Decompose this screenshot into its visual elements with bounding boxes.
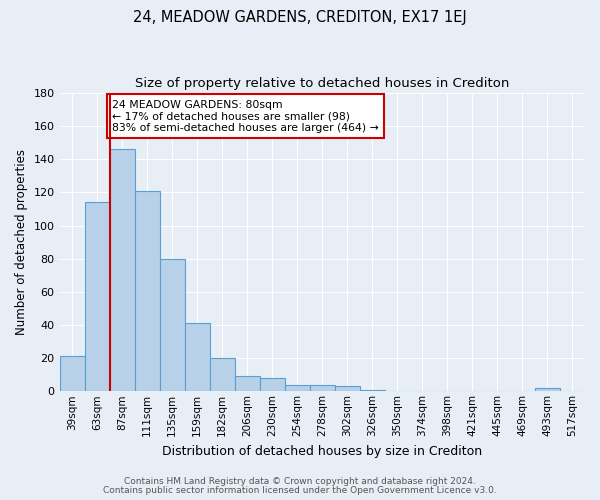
Bar bbox=[285, 384, 310, 392]
Bar bbox=[160, 258, 185, 392]
X-axis label: Distribution of detached houses by size in Crediton: Distribution of detached houses by size … bbox=[162, 444, 482, 458]
Text: Contains public sector information licensed under the Open Government Licence v3: Contains public sector information licen… bbox=[103, 486, 497, 495]
Bar bbox=[185, 324, 209, 392]
Bar bbox=[235, 376, 260, 392]
Bar bbox=[360, 390, 385, 392]
Title: Size of property relative to detached houses in Crediton: Size of property relative to detached ho… bbox=[135, 78, 509, 90]
Bar bbox=[59, 356, 85, 392]
Bar bbox=[535, 388, 560, 392]
Bar bbox=[209, 358, 235, 392]
Bar bbox=[134, 191, 160, 392]
Text: 24, MEADOW GARDENS, CREDITON, EX17 1EJ: 24, MEADOW GARDENS, CREDITON, EX17 1EJ bbox=[133, 10, 467, 25]
Bar bbox=[85, 202, 110, 392]
Y-axis label: Number of detached properties: Number of detached properties bbox=[15, 149, 28, 335]
Bar bbox=[310, 384, 335, 392]
Bar bbox=[335, 386, 360, 392]
Bar bbox=[260, 378, 285, 392]
Text: Contains HM Land Registry data © Crown copyright and database right 2024.: Contains HM Land Registry data © Crown c… bbox=[124, 477, 476, 486]
Bar bbox=[110, 150, 134, 392]
Text: 24 MEADOW GARDENS: 80sqm
← 17% of detached houses are smaller (98)
83% of semi-d: 24 MEADOW GARDENS: 80sqm ← 17% of detach… bbox=[112, 100, 379, 133]
